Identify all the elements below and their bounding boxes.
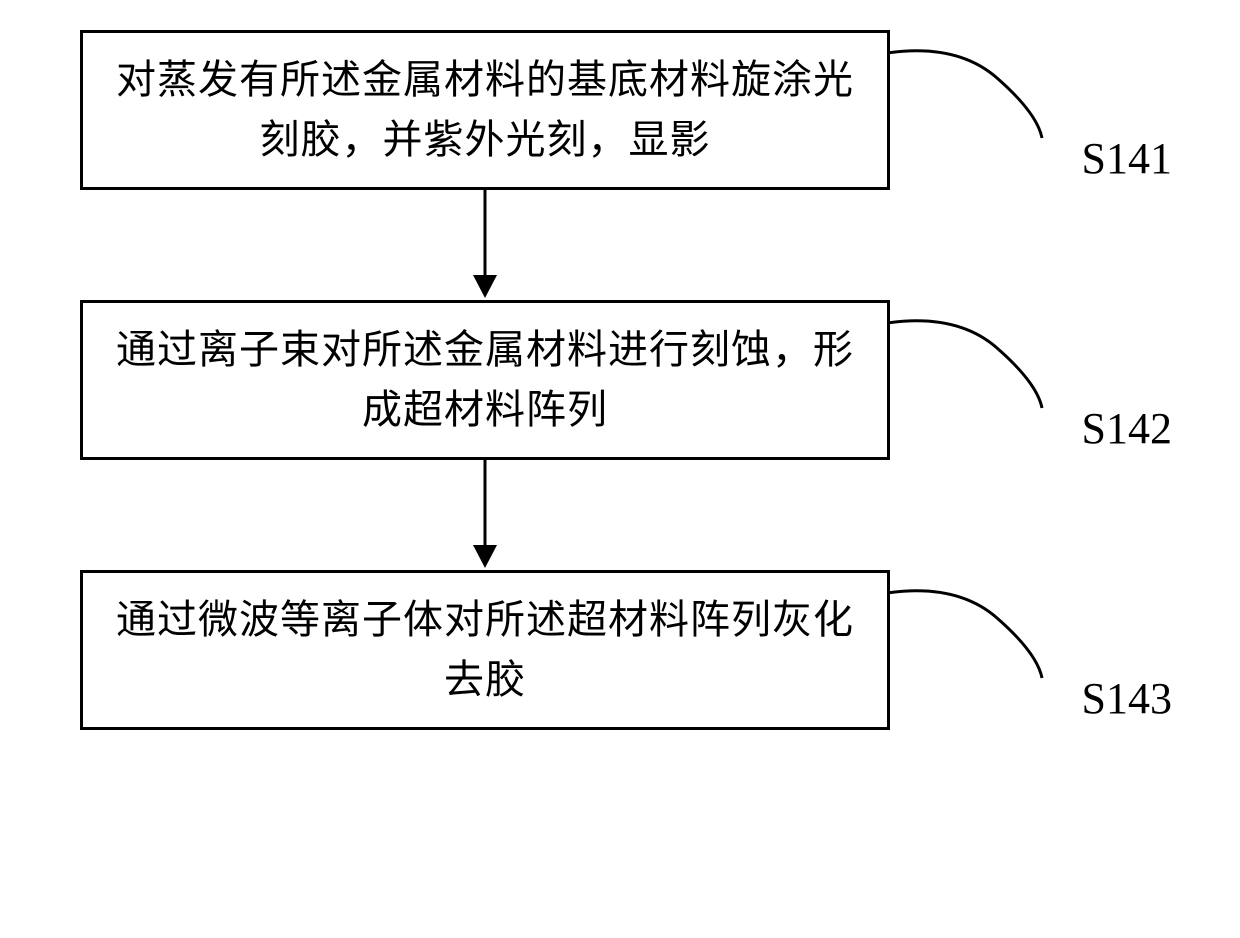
connector-curve-3: [887, 578, 1047, 688]
arrow-down-icon: [465, 190, 505, 300]
flowchart-container: 对蒸发有所述金属材料的基底材料旋涂光刻胶，并紫外光刻，显影 S141 通过离子束…: [80, 30, 1160, 730]
step-box-3: 通过微波等离子体对所述超材料阵列灰化去胶 S143: [80, 570, 890, 730]
arrow-2: [80, 460, 890, 570]
step-text-1: 对蒸发有所述金属材料的基底材料旋涂光刻胶，并紫外光刻，显影: [113, 50, 857, 170]
step-label-3: S143: [1082, 673, 1172, 724]
connector-curve-1: [887, 38, 1047, 148]
step-label-1: S141: [1082, 133, 1172, 184]
step-label-2: S142: [1082, 403, 1172, 454]
step-text-3: 通过微波等离子体对所述超材料阵列灰化去胶: [113, 590, 857, 710]
step-text-2: 通过离子束对所述金属材料进行刻蚀，形成超材料阵列: [113, 320, 857, 440]
step-box-1: 对蒸发有所述金属材料的基底材料旋涂光刻胶，并紫外光刻，显影 S141: [80, 30, 890, 190]
arrow-1: [80, 190, 890, 300]
connector-curve-2: [887, 308, 1047, 418]
step-box-2: 通过离子束对所述金属材料进行刻蚀，形成超材料阵列 S142: [80, 300, 890, 460]
arrow-down-icon: [465, 460, 505, 570]
